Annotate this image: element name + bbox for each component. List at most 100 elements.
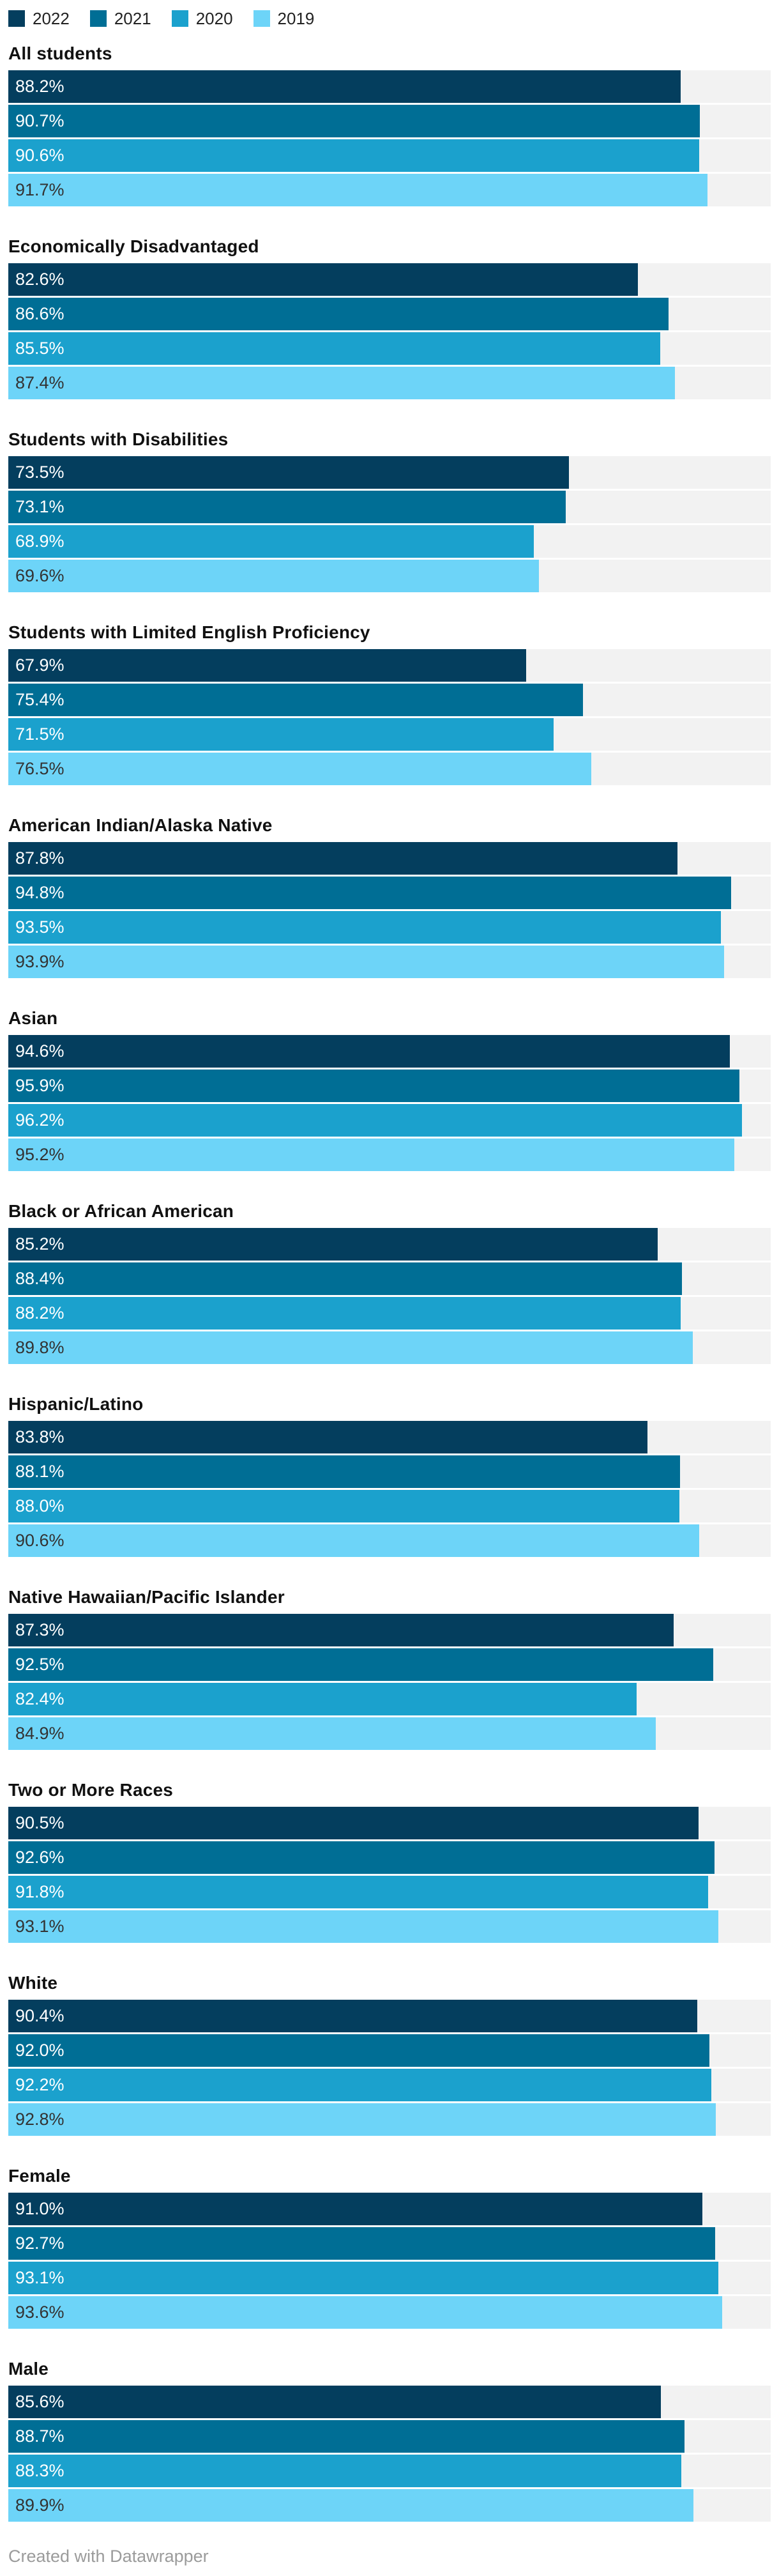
group: Native Hawaiian/Pacific Islander 87.3% 92.… — [8, 1586, 771, 1750]
bar-2021: 75.4% — [8, 684, 584, 716]
bar-2020: 71.5% — [8, 718, 554, 751]
legend-label: 2021 — [114, 9, 151, 28]
bar-2021: 88.1% — [8, 1455, 680, 1488]
group-label: Hispanic/Latino — [8, 1394, 144, 1414]
bar-value-label: 88.2% — [15, 1303, 64, 1322]
bar-track: 69.6% — [8, 560, 771, 592]
grouped-bar-chart: All students 88.2% 90.7% 90.6% 91.7% Economic… — [8, 42, 771, 2522]
bar-track: 90.6% — [8, 1524, 771, 1557]
bar-track: 93.6% — [8, 2296, 771, 2329]
bar-2022: 82.6% — [8, 263, 639, 296]
group: White 90.4% 92.0% 92.2% 92.8% — [8, 1972, 771, 2136]
bar-value-label: 86.6% — [15, 304, 64, 323]
bar-2022: 90.4% — [8, 2000, 698, 2032]
bar-value-label: 87.3% — [15, 1620, 64, 1639]
bar-value-label: 85.6% — [15, 2392, 64, 2411]
bar-track: 90.5% — [8, 1807, 771, 1839]
group-label: Students with Limited English Proficienc… — [8, 622, 370, 642]
bar-track: 93.9% — [8, 946, 771, 978]
bar-track: 92.8% — [8, 2103, 771, 2136]
bar-2020: 85.5% — [8, 332, 660, 365]
bar-2020: 82.4% — [8, 1683, 637, 1715]
bar-value-label: 92.7% — [15, 2234, 64, 2253]
bar-track: 85.6% — [8, 2386, 771, 2418]
bar-track: 88.2% — [8, 70, 771, 103]
legend-swatch-2022-icon — [8, 10, 25, 27]
bar-value-label: 88.3% — [15, 2461, 64, 2480]
group: Students with Limited English Proficienc… — [8, 621, 771, 785]
bar-value-label: 92.2% — [15, 2075, 64, 2094]
legend-item-2021: 2021 — [89, 9, 151, 28]
bar-2022: 85.2% — [8, 1228, 658, 1261]
bar-value-label: 90.6% — [15, 1531, 64, 1550]
bar-track: 82.6% — [8, 263, 771, 296]
bar-2021: 90.7% — [8, 105, 700, 137]
bar-value-label: 85.5% — [15, 339, 64, 358]
bar-value-label: 85.2% — [15, 1234, 64, 1254]
bar-track: 76.5% — [8, 753, 771, 785]
bar-rows: 94.6% 95.9% 96.2% 95.2% — [8, 1035, 771, 1171]
bar-2019: 93.9% — [8, 946, 725, 978]
bar-value-label: 90.6% — [15, 146, 64, 165]
group-label: Asian — [8, 1008, 58, 1028]
bar-2019: 93.6% — [8, 2296, 722, 2329]
bar-value-label: 69.6% — [15, 566, 64, 585]
bar-track: 89.9% — [8, 2489, 771, 2522]
group: Male 85.6% 88.7% 88.3% 89.9% — [8, 2358, 771, 2522]
legend-item-2020: 2020 — [171, 10, 233, 27]
group: Economically Disadvantaged 82.6% 86.6% 85.5… — [8, 235, 771, 399]
bar-track: 95.9% — [8, 1070, 771, 1102]
bar-track: 86.6% — [8, 298, 771, 330]
group-label: Native Hawaiian/Pacific Islander — [8, 1587, 285, 1607]
bar-2019: 90.6% — [8, 1524, 699, 1557]
legend-swatch-2019-icon — [253, 10, 270, 27]
group: Students with Disabilities 73.5% 73.1% 68.9… — [8, 428, 771, 592]
group: American Indian/Alaska Native 87.8% 94.8% 9… — [8, 814, 771, 978]
bar-value-label: 92.8% — [15, 2110, 64, 2129]
bar-2020: 92.2% — [8, 2069, 711, 2101]
bar-value-label: 91.0% — [15, 2199, 64, 2218]
bar-value-label: 84.9% — [15, 1724, 64, 1743]
group-label: All students — [8, 43, 112, 63]
bar-track: 91.0% — [8, 2193, 771, 2225]
bar-value-label: 90.4% — [15, 2006, 64, 2025]
bar-track: 90.6% — [8, 139, 771, 172]
bar-2020: 68.9% — [8, 525, 534, 558]
bar-2019: 76.5% — [8, 753, 592, 785]
bar-value-label: 93.5% — [15, 917, 64, 937]
group-label: American Indian/Alaska Native — [8, 815, 273, 835]
bar-2020: 88.0% — [8, 1490, 679, 1522]
bar-track: 73.5% — [8, 456, 771, 489]
bar-value-label: 92.5% — [15, 1655, 64, 1674]
legend-item-2019: 2019 — [253, 9, 315, 28]
bar-track: 88.2% — [8, 1297, 771, 1330]
bar-track: 71.5% — [8, 718, 771, 751]
bar-2019: 87.4% — [8, 367, 675, 399]
bar-value-label: 93.1% — [15, 1917, 64, 1936]
bar-2021: 92.7% — [8, 2227, 715, 2260]
bar-2021: 92.0% — [8, 2034, 710, 2067]
bar-track: 88.7% — [8, 2420, 771, 2453]
bar-value-label: 92.0% — [15, 2041, 64, 2060]
bar-track: 93.1% — [8, 2262, 771, 2294]
legend-label: 2019 — [277, 9, 315, 28]
bar-value-label: 89.8% — [15, 1338, 64, 1357]
bar-track: 75.4% — [8, 684, 771, 716]
bar-value-label: 68.9% — [15, 532, 64, 551]
bar-value-label: 89.9% — [15, 2496, 64, 2515]
bar-2019: 89.9% — [8, 2489, 694, 2522]
bar-track: 83.8% — [8, 1421, 771, 1453]
bar-value-label: 94.8% — [15, 883, 64, 902]
bar-value-label: 82.4% — [15, 1689, 64, 1708]
bar-value-label: 87.8% — [15, 848, 64, 868]
bar-value-label: 76.5% — [15, 759, 64, 778]
group: Hispanic/Latino 83.8% 88.1% 88.0% 90.6% — [8, 1393, 771, 1557]
bar-value-label: 88.4% — [15, 1269, 64, 1288]
bar-2022: 83.8% — [8, 1421, 647, 1453]
bar-track: 94.8% — [8, 877, 771, 909]
bar-2022: 91.0% — [8, 2193, 702, 2225]
bar-2021: 88.7% — [8, 2420, 685, 2453]
bar-value-label: 71.5% — [15, 724, 64, 744]
bar-2021: 94.8% — [8, 877, 731, 909]
bar-value-label: 88.1% — [15, 1462, 64, 1481]
